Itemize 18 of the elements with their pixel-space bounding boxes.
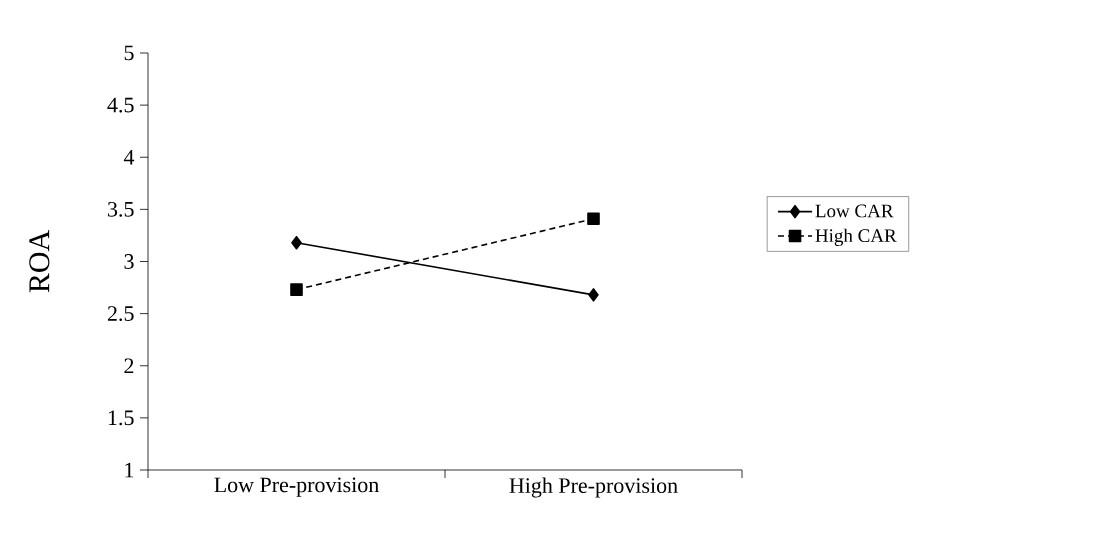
- y-tick-label: 3.5: [108, 201, 134, 217]
- y-tick-label: 1.5: [108, 410, 134, 426]
- y-tick-label: 1: [125, 462, 134, 478]
- y-axis-title: ROA: [29, 230, 50, 293]
- x-tick-label: High Pre-provision: [509, 477, 678, 498]
- y-tick-label: 2: [124, 358, 134, 374]
- y-tick-label: 2.5: [107, 306, 134, 322]
- point: [291, 235, 302, 250]
- y-tick-label: 4: [123, 150, 135, 165]
- y-tick-label: 4.5: [107, 97, 134, 113]
- y-tick-label: 3: [124, 254, 134, 269]
- legend-label: High CAR: [815, 228, 897, 246]
- point: [587, 212, 600, 226]
- legend-label: Low CAR: [815, 204, 894, 218]
- x-tick-label: Low Pre-provision: [214, 477, 379, 497]
- y-tick-label: 5: [124, 45, 134, 61]
- point: [290, 283, 303, 296]
- point: [588, 288, 599, 302]
